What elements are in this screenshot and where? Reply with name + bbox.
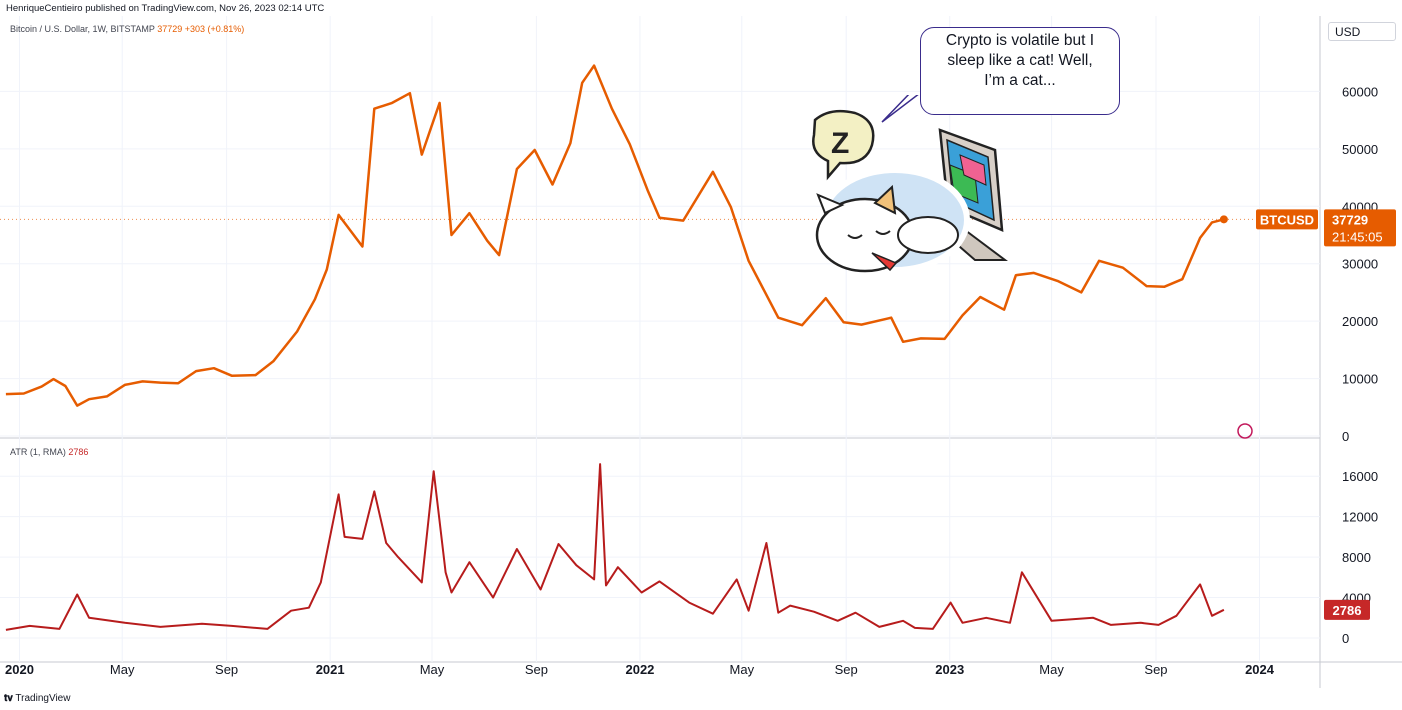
symbol-tag-label: BTCUSD	[1260, 212, 1314, 227]
price-tick-label: 20000	[1342, 314, 1378, 329]
last-price-dot	[1219, 215, 1228, 224]
price-tick-label: 0	[1342, 429, 1349, 444]
chart-frame[interactable]: 0 10000 20000 30000 40000 50000 60000 0 4000 8000…	[0, 16, 1402, 688]
symbol-tag	[1256, 209, 1318, 230]
bar-countdown-label: 21:45:05	[1332, 229, 1383, 244]
atr-line[interactable]	[5, 463, 1225, 631]
btcusd-price-line[interactable]	[5, 64, 1225, 407]
time-tick-label: 2021	[316, 662, 345, 677]
atr-tick-label: 8000	[1342, 550, 1371, 565]
publication-header: HenriqueCentieiro published on TradingVi…	[0, 0, 1402, 16]
tradingview-logo-icon: 𝐭𝐯	[4, 693, 13, 704]
price-tick-label: 50000	[1342, 142, 1378, 157]
currency-selector[interactable]: USD	[1328, 22, 1396, 41]
time-tick-label: Sep	[525, 662, 548, 677]
time-tick-label: Sep	[215, 662, 238, 677]
atr-name-label: ATR (1, RMA)	[10, 447, 66, 457]
price-tick-label: 10000	[1342, 372, 1378, 387]
time-tick-label: May	[110, 662, 135, 677]
atr-value-label: 2786	[68, 447, 89, 457]
price-tick-label: 60000	[1342, 84, 1378, 99]
time-tick-label: 2024	[1245, 662, 1275, 677]
time-tick-label: 2022	[625, 662, 654, 677]
atr-legend[interactable]: ATR (1, RMA) 2786	[10, 447, 88, 457]
atr-tick-label: 0	[1342, 631, 1349, 646]
last-price-tag-value: 37729	[1332, 212, 1368, 227]
z-letter: Z	[831, 127, 849, 160]
atr-tick-label: 12000	[1342, 510, 1378, 525]
main-legend[interactable]: Bitcoin / U.S. Dollar, 1W, BITSTAMP 3772…	[10, 24, 244, 34]
price-tick-label: 30000	[1342, 257, 1378, 272]
sleeping-cat-icon	[815, 167, 970, 273]
time-tick-label: 2023	[935, 662, 964, 677]
events-icon[interactable]	[1237, 423, 1253, 439]
z-sticker-icon: Z	[812, 109, 875, 181]
time-tick-label: Sep	[1144, 662, 1167, 677]
last-price-tag	[1324, 209, 1396, 247]
atr-value-tag-label: 2786	[1333, 603, 1362, 618]
chart-canvas[interactable]: 0100002000030000400005000060000040008000…	[0, 16, 1402, 688]
tradingview-footer[interactable]: 𝐭𝐯 TradingView	[4, 693, 70, 704]
time-tick-label: May	[420, 662, 445, 677]
time-tick-label: Sep	[835, 662, 858, 677]
sleeping-cat-sticker: Z	[812, 95, 1008, 273]
published-by-text: HenriqueCentieiro published on TradingVi…	[6, 3, 325, 14]
symbol-label: Bitcoin / U.S. Dollar, 1W, BITSTAMP	[10, 24, 155, 34]
speech-bubble: Crypto is volatile but I sleep like a ca…	[920, 27, 1120, 115]
time-tick-label: May	[1039, 662, 1064, 677]
tradingview-brand: TradingView	[15, 693, 71, 704]
atr-value-tag	[1324, 599, 1370, 620]
speech-bubble-text: Crypto is volatile but I sleep like a ca…	[945, 32, 1095, 89]
atr-tick-label: 16000	[1342, 469, 1378, 484]
price-change-label: 37729 +303 (+0.81%)	[157, 24, 245, 34]
time-tick-label: May	[730, 662, 755, 677]
time-tick-label: 2020	[5, 662, 34, 677]
